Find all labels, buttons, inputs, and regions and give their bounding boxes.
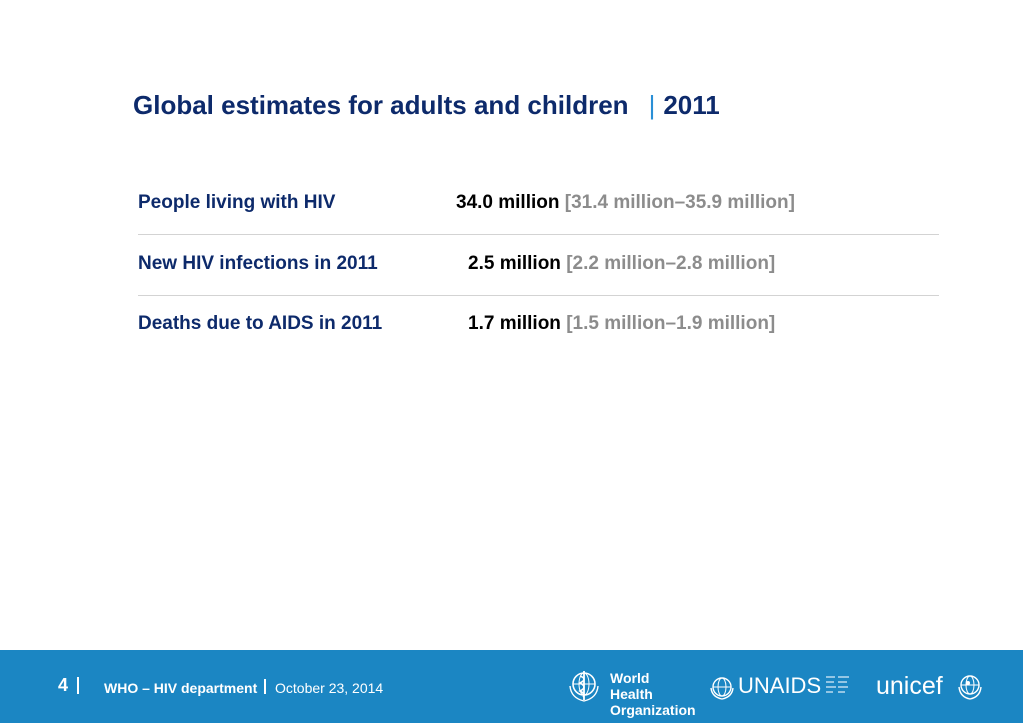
footer-divider (264, 679, 266, 694)
slide-title: Global estimates for adults and children… (133, 90, 720, 121)
who-emblem-icon (569, 671, 599, 702)
title-year: 2011 (663, 90, 720, 120)
title-separator: | (648, 90, 656, 120)
row-value-main: 2.5 million (468, 253, 561, 274)
estimate-row-people-living: People living with HIV 34.0 million [31.… (138, 192, 939, 252)
row-value-main: 34.0 million (456, 192, 560, 213)
row-divider (138, 234, 939, 235)
un-emblem-icon (710, 677, 734, 700)
title-text: Global estimates for adults and children (133, 90, 629, 120)
row-value-range: [2.2 million–2.8 million] (566, 253, 776, 274)
unicef-emblem-icon (958, 675, 982, 700)
row-value: 1.7 million [1.5 million–1.9 million] (468, 313, 775, 335)
unaids-logo-text: UNAIDS (738, 673, 822, 698)
unaids-small-text-block (826, 676, 849, 693)
estimate-row-deaths: Deaths due to AIDS in 2011 1.7 million [… (138, 313, 939, 373)
row-label: People living with HIV (138, 192, 336, 213)
row-value: 34.0 million [31.4 million–35.9 million] (456, 192, 795, 214)
who-logo-line1: World Health (610, 670, 653, 702)
footer-bar: 4 WHO – HIV department October 23, 2014 … (0, 650, 1023, 723)
page-number: 4 (58, 675, 69, 695)
unaids-logo: UNAIDS (709, 672, 859, 702)
estimate-row-new-infections: New HIV infections in 2011 2.5 million [… (138, 253, 939, 313)
row-divider (138, 295, 939, 296)
row-value-range: [1.5 million–1.9 million] (566, 313, 776, 334)
unicef-logo-text: unicef (876, 672, 943, 700)
footer-date: October 23, 2014 (275, 680, 384, 696)
row-label: Deaths due to AIDS in 2011 (138, 313, 383, 334)
row-value-range: [31.4 million–35.9 million] (564, 192, 795, 213)
who-logo-line2: Organization (610, 702, 696, 718)
who-logo: World Health Organization (566, 668, 696, 718)
footer-divider (77, 677, 79, 694)
footer-department: WHO – HIV department (104, 680, 258, 696)
row-value-main: 1.7 million (468, 313, 561, 334)
row-label: New HIV infections in 2011 (138, 253, 378, 274)
row-value: 2.5 million [2.2 million–2.8 million] (468, 253, 775, 275)
unicef-logo: unicef (876, 670, 986, 704)
